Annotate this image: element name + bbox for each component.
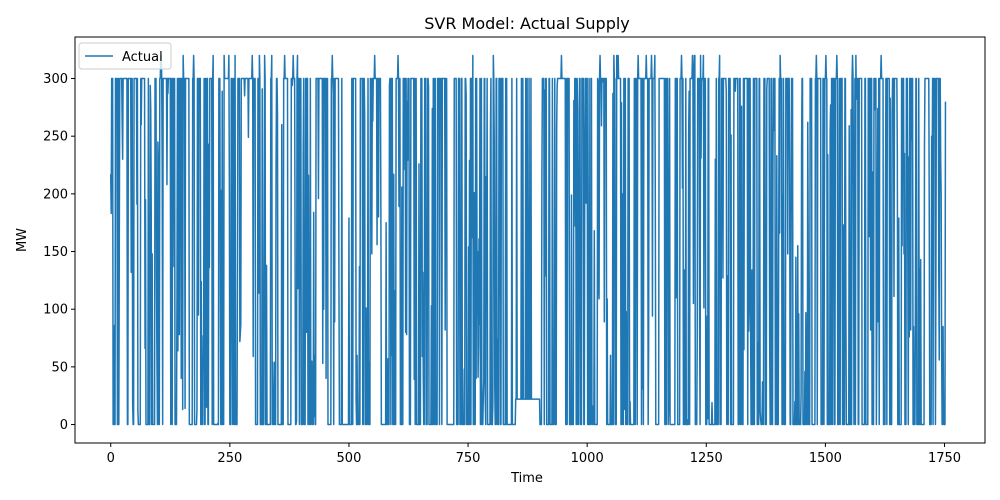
y-axis-ticks: 0 50 100 150 200 250 300 (43, 72, 75, 433)
x-axis-ticks: 0 250 500 750 1000 1250 1500 1750 (107, 443, 961, 466)
x-tick-label: 250 (217, 451, 242, 466)
y-tick-label: 50 (51, 360, 68, 375)
y-axis-label: MW (15, 228, 30, 252)
legend-box (78, 42, 172, 70)
y-tick-label: 250 (43, 130, 68, 145)
plot-frame (74, 36, 986, 444)
x-tick-label: 750 (456, 451, 481, 466)
x-tick-label: 1750 (928, 451, 961, 466)
series-line-actual (109, 54, 947, 426)
y-tick-label: 200 (43, 187, 68, 202)
y-tick-label: 300 (43, 72, 68, 87)
x-tick-label: 0 (107, 451, 115, 466)
y-tick-label: 150 (43, 245, 68, 260)
series-actual (109, 54, 947, 426)
legend: Actual (78, 42, 172, 70)
y-tick-label: 100 (43, 303, 68, 318)
x-tick-label: 1000 (571, 451, 604, 466)
x-tick-label: 1250 (690, 451, 723, 466)
legend-label-actual: Actual (122, 50, 163, 65)
x-tick-label: 1500 (809, 451, 842, 466)
y-tick-label: 0 (60, 418, 68, 433)
x-axis-label: Time (510, 471, 543, 486)
x-tick-label: 500 (337, 451, 362, 466)
chart-title: SVR Model: Actual Supply (424, 14, 630, 33)
